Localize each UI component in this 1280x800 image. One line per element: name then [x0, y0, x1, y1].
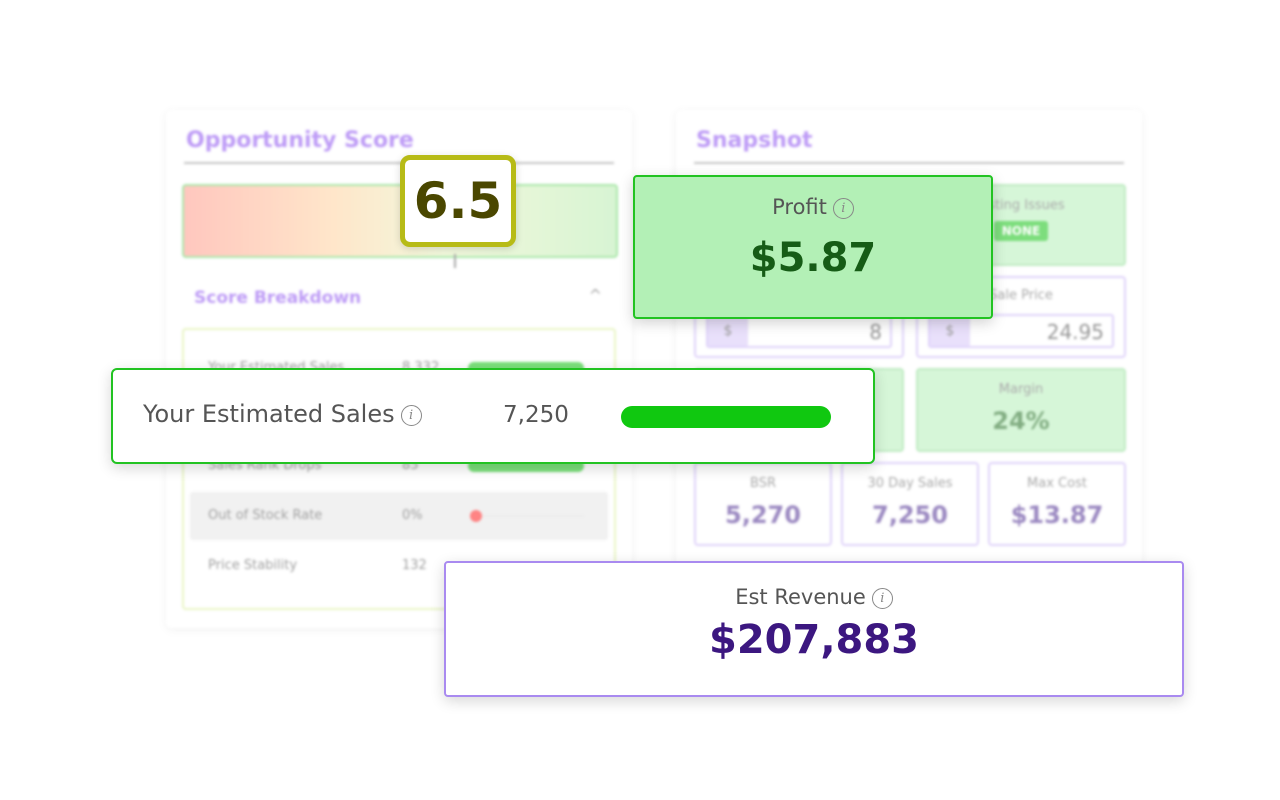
- currency-prefix: $: [708, 316, 748, 346]
- score-breakdown-title: Score Breakdown: [194, 288, 362, 308]
- bsr-value: 5,270: [725, 501, 801, 529]
- breakdown-row-out-of-stock: Out of Stock Rate 0%: [190, 492, 608, 540]
- snapshot-title: Snapshot: [696, 128, 813, 153]
- est-revenue-label: Est Revenue: [735, 585, 866, 609]
- bsr-label: BSR: [750, 476, 776, 491]
- info-icon[interactable]: i: [871, 587, 893, 609]
- breakdown-row-label: Out of Stock Rate: [208, 508, 323, 523]
- profit-label-row: Profit i: [635, 195, 991, 219]
- chevron-up-icon[interactable]: ^: [588, 286, 602, 305]
- sale-price-input[interactable]: $ 24.95: [928, 314, 1114, 348]
- breakdown-row-price-stability: Price Stability 132: [190, 542, 608, 590]
- sale-price-label: Sale Price: [989, 288, 1053, 303]
- currency-prefix: $: [930, 316, 970, 346]
- score-marker: [454, 254, 456, 268]
- divider: [184, 162, 614, 164]
- sale-price-value: 24.95: [1046, 320, 1104, 344]
- breakdown-row-value: 132: [402, 558, 427, 573]
- max-cost-value: $13.87: [1010, 501, 1104, 529]
- max-cost-tile: Max Cost $13.87: [988, 462, 1126, 546]
- est-revenue-callout: Est Revenue i $207,883: [444, 561, 1184, 697]
- estimated-sales-label: Your Estimated Sales: [143, 400, 395, 428]
- opportunity-score-value: 6.5: [413, 172, 503, 230]
- 30-day-sales-value: 7,250: [872, 501, 948, 529]
- profit-value: $5.87: [749, 235, 877, 281]
- opportunity-score-title: Opportunity Score: [186, 128, 414, 153]
- info-icon[interactable]: i: [400, 404, 422, 426]
- margin-label: Margin: [998, 382, 1044, 397]
- breakdown-row-value: 0%: [402, 508, 423, 523]
- breakdown-row-track: [480, 515, 584, 517]
- breakdown-row-label: Price Stability: [208, 558, 298, 573]
- 30-day-sales-label: 30 Day Sales: [867, 476, 953, 491]
- breakdown-row-dot: [470, 510, 482, 522]
- margin-value: 24%: [992, 407, 1050, 435]
- listing-issues-label: Listing Issues: [977, 198, 1065, 213]
- est-revenue-label-row: Est Revenue i: [446, 585, 1182, 609]
- estimated-sales-bar: [621, 406, 831, 428]
- listing-issues-badge: NONE: [993, 221, 1049, 241]
- opportunity-score-badge: 6.5: [400, 155, 516, 247]
- est-revenue-value: $207,883: [708, 617, 920, 663]
- profit-callout: Profit i $5.87: [633, 175, 993, 319]
- estimated-sales-value: 7,250: [503, 402, 569, 428]
- estimated-sales-callout: Your Estimated Sales i 7,250: [111, 368, 875, 464]
- estimated-sales-label-row: Your Estimated Sales i: [143, 400, 422, 428]
- margin-tile: Margin 24%: [916, 368, 1126, 452]
- bsr-tile: BSR 5,270: [694, 462, 832, 546]
- cost-input[interactable]: $ 8: [706, 314, 892, 348]
- divider: [694, 162, 1124, 164]
- profit-label: Profit: [772, 195, 827, 219]
- cost-value: 8: [869, 320, 882, 344]
- max-cost-label: Max Cost: [1027, 476, 1087, 491]
- info-icon[interactable]: i: [832, 197, 854, 219]
- 30-day-sales-tile: 30 Day Sales 7,250: [841, 462, 979, 546]
